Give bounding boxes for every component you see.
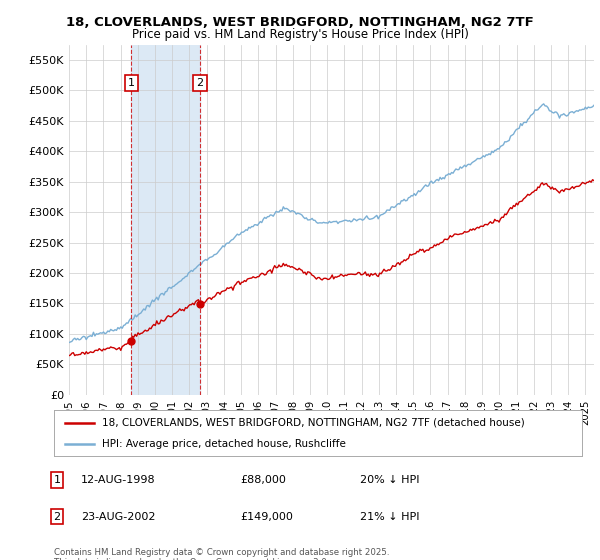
Text: 2: 2 xyxy=(197,78,204,88)
Text: 18, CLOVERLANDS, WEST BRIDGFORD, NOTTINGHAM, NG2 7TF (detached house): 18, CLOVERLANDS, WEST BRIDGFORD, NOTTING… xyxy=(101,418,524,428)
Text: Contains HM Land Registry data © Crown copyright and database right 2025.
This d: Contains HM Land Registry data © Crown c… xyxy=(54,548,389,560)
Text: 21% ↓ HPI: 21% ↓ HPI xyxy=(360,512,419,521)
Bar xyxy=(131,45,200,395)
Text: 20% ↓ HPI: 20% ↓ HPI xyxy=(360,475,419,485)
Text: 1: 1 xyxy=(53,475,61,485)
Text: Price paid vs. HM Land Registry's House Price Index (HPI): Price paid vs. HM Land Registry's House … xyxy=(131,28,469,41)
Text: 2: 2 xyxy=(53,512,61,521)
Text: 18, CLOVERLANDS, WEST BRIDGFORD, NOTTINGHAM, NG2 7TF: 18, CLOVERLANDS, WEST BRIDGFORD, NOTTING… xyxy=(66,16,534,29)
Text: 1: 1 xyxy=(128,78,135,88)
Text: £149,000: £149,000 xyxy=(240,512,293,521)
Text: 12-AUG-1998: 12-AUG-1998 xyxy=(81,475,155,485)
Text: £88,000: £88,000 xyxy=(240,475,286,485)
Text: 23-AUG-2002: 23-AUG-2002 xyxy=(81,512,155,521)
Text: HPI: Average price, detached house, Rushcliffe: HPI: Average price, detached house, Rush… xyxy=(101,439,346,449)
